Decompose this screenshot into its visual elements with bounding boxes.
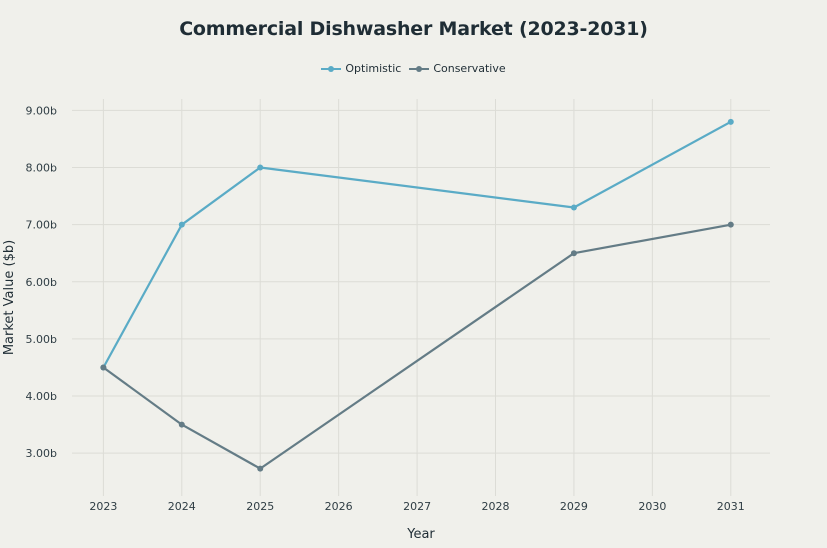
data-point-conservative: [570, 250, 577, 257]
legend-dot-optimistic: [328, 65, 335, 72]
x-tick-label: 2023: [89, 500, 117, 513]
chart-title: Commercial Dishwasher Market (2023-2031): [179, 18, 648, 40]
x-tick-label: 2031: [717, 500, 745, 513]
y-axis-title: Market Value ($b): [2, 240, 17, 355]
legend-label-optimistic: Optimistic: [345, 62, 402, 75]
data-point-conservative: [178, 421, 185, 428]
series-layer: [100, 118, 734, 472]
data-point-optimistic: [570, 204, 577, 211]
y-tick-label: 4.00b: [26, 390, 57, 403]
legend-item-optimistic[interactable]: Optimistic: [321, 62, 401, 75]
y-tick-label: 8.00b: [26, 162, 57, 175]
legend-swatch-optimistic: [321, 63, 342, 75]
x-tick-label: 2030: [638, 500, 666, 513]
y-tick-label: 7.00b: [26, 219, 57, 232]
x-tick-label: 2025: [246, 500, 274, 513]
x-tick-label: 2027: [403, 500, 431, 513]
data-point-conservative: [727, 221, 734, 228]
data-point-conservative: [100, 364, 107, 371]
x-axis-title: Year: [406, 527, 435, 542]
y-tick-label: 3.00b: [26, 447, 57, 460]
legend-dot-conservative: [416, 65, 423, 72]
x-tick-label: 2026: [325, 500, 353, 513]
tick-labels: 2023 2024 2025 2026 2027 2028 2029 2030 2031 3.00…: [26, 104, 745, 513]
y-tick-label: 9.00b: [26, 104, 57, 117]
data-point-optimistic: [178, 221, 185, 228]
legend-label-conservative: Conservative: [433, 62, 506, 75]
data-point-optimistic: [727, 118, 734, 125]
data-point-optimistic: [257, 164, 264, 171]
data-point-conservative: [257, 465, 264, 472]
x-tick-label: 2024: [168, 500, 196, 513]
y-tick-label: 5.00b: [26, 333, 57, 346]
y-tick-label: 6.00b: [26, 276, 57, 289]
legend: Optimistic Conservative: [0, 62, 827, 75]
x-tick-label: 2029: [560, 500, 588, 513]
legend-item-conservative[interactable]: Conservative: [409, 62, 506, 75]
x-tick-label: 2028: [482, 500, 510, 513]
legend-swatch-conservative: [409, 63, 430, 75]
